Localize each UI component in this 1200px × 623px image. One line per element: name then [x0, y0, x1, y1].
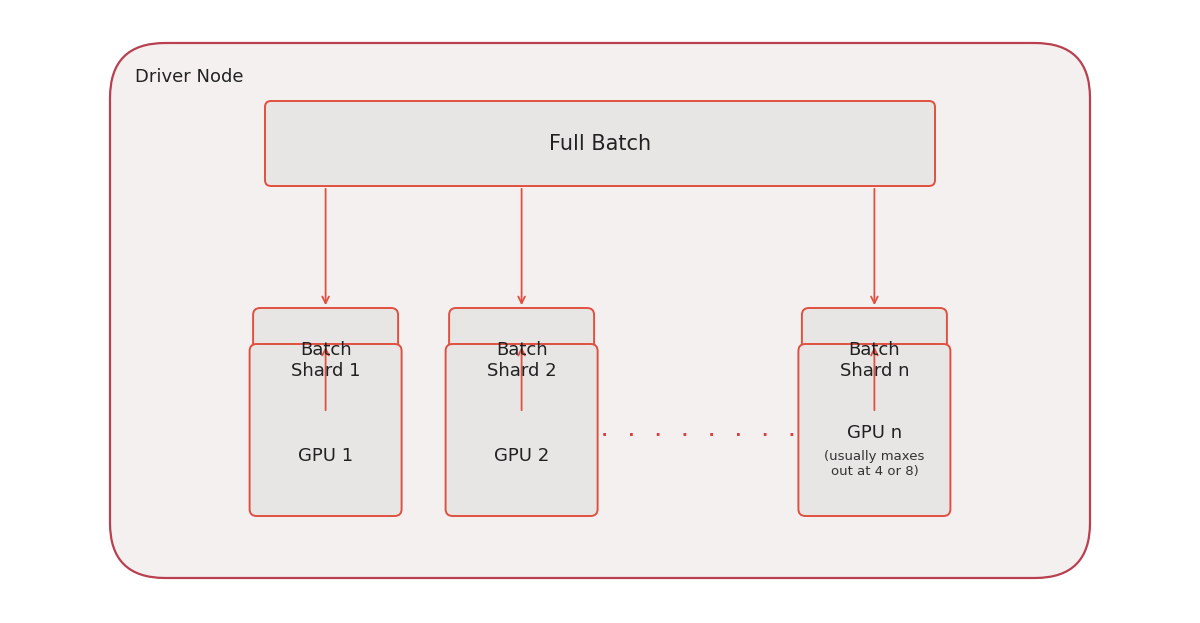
FancyBboxPatch shape — [253, 308, 398, 413]
FancyBboxPatch shape — [445, 344, 598, 516]
FancyBboxPatch shape — [110, 43, 1090, 578]
FancyBboxPatch shape — [449, 308, 594, 413]
FancyBboxPatch shape — [250, 344, 402, 516]
Text: Batch
Shard n: Batch Shard n — [840, 341, 910, 380]
Text: GPU 1: GPU 1 — [298, 447, 353, 465]
Text: . . . . . . . .: . . . . . . . . — [598, 420, 798, 440]
FancyBboxPatch shape — [802, 308, 947, 413]
Text: Batch
Shard 1: Batch Shard 1 — [290, 341, 360, 380]
Text: GPU n: GPU n — [847, 424, 902, 442]
Text: Driver Node: Driver Node — [134, 68, 244, 86]
Text: Full Batch: Full Batch — [548, 133, 652, 153]
Text: (usually maxes
out at 4 or 8): (usually maxes out at 4 or 8) — [824, 450, 924, 478]
FancyBboxPatch shape — [798, 344, 950, 516]
Text: Batch
Shard 2: Batch Shard 2 — [487, 341, 557, 380]
Text: GPU 2: GPU 2 — [494, 447, 550, 465]
FancyBboxPatch shape — [265, 101, 935, 186]
